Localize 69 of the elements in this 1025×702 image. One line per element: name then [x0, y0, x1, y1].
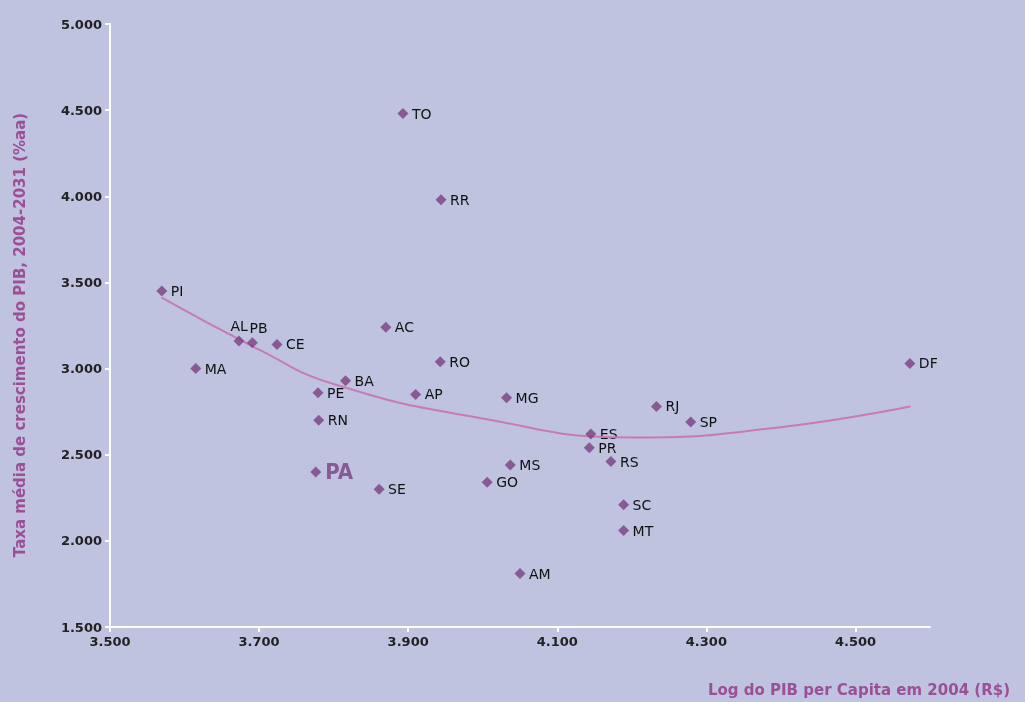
point: [514, 568, 526, 580]
point: [373, 483, 385, 495]
point: [271, 338, 283, 350]
point: [410, 388, 422, 400]
point: [618, 525, 630, 537]
y-tick-label: 1.500: [60, 619, 102, 635]
y-tick-label: 2.000: [60, 533, 102, 549]
annotation: AM: [529, 565, 551, 582]
annotation: MS: [519, 457, 541, 474]
y-tick-label: 5.000: [60, 16, 102, 32]
annotation: GO: [496, 474, 519, 491]
annotation: AP: [424, 386, 443, 403]
annotation: BA: [354, 372, 375, 389]
annotation: RO: [449, 353, 470, 370]
point: [313, 414, 325, 426]
annotation: PI: [170, 283, 184, 300]
x-tick-label: 4.100: [536, 634, 578, 649]
x-tick-label: 3.900: [387, 634, 429, 649]
annotation: DF: [918, 355, 938, 372]
point: [246, 337, 258, 349]
point: [312, 387, 324, 399]
annotation: SE: [388, 481, 406, 498]
series-label: PA: [325, 459, 354, 485]
y-tick-label: 4.000: [60, 188, 102, 204]
annotation: MG: [515, 389, 539, 406]
point: [618, 499, 630, 511]
annotation: PR: [598, 439, 617, 456]
annotation: RS: [619, 453, 639, 470]
point: [481, 476, 493, 488]
point: [340, 375, 352, 387]
annotation: RJ: [665, 398, 680, 415]
point: [904, 357, 916, 369]
point: [504, 459, 516, 471]
point: [380, 321, 392, 333]
point: [397, 108, 409, 120]
y-tick-label: 4.500: [60, 102, 102, 118]
annotation: SP: [699, 413, 718, 430]
point: [156, 285, 168, 297]
annotation: TO: [410, 105, 432, 122]
point: [685, 416, 697, 428]
x-tick-label: 4.300: [685, 634, 727, 649]
point: [650, 400, 662, 412]
annotation: AC: [394, 319, 415, 336]
annotation: AL: [230, 318, 249, 335]
x-axis-title: Log do PIB per Capita em 2004 (R$): [707, 681, 1010, 699]
y-tick-label: 2.500: [60, 447, 102, 463]
annotation: RN: [327, 412, 348, 429]
point: [585, 428, 597, 440]
x-tick-label: 4.500: [834, 634, 877, 649]
annotation: MA: [204, 360, 227, 377]
point: [310, 466, 322, 478]
y-axis-title: Taxa média de crescimento do PIB, 2004-2031 (%aa): [11, 112, 29, 558]
annotation: PB: [249, 319, 268, 336]
annotation: PE: [326, 384, 345, 401]
point: [434, 356, 446, 368]
annotation: SC: [632, 496, 652, 513]
point: [583, 442, 595, 454]
y-tick-label: 3.000: [60, 361, 102, 377]
y-tick-label: 3.500: [60, 274, 102, 290]
annotation: CE: [285, 336, 305, 353]
annotation: RR: [449, 191, 470, 208]
point: [501, 392, 513, 404]
point: [435, 194, 447, 206]
point: [605, 456, 617, 468]
point: [190, 363, 202, 375]
x-tick-label: 3.500: [89, 634, 131, 649]
point: [233, 335, 245, 347]
annotation: MT: [632, 522, 654, 539]
x-tick-label: 3.700: [238, 634, 280, 649]
